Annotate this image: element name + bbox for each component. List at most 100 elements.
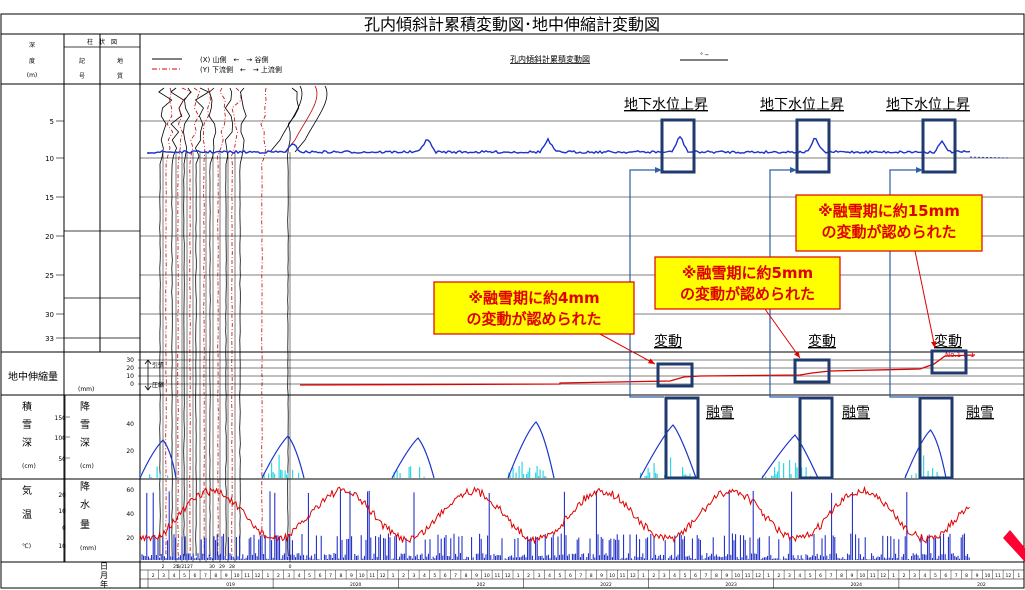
month-cell: 9 [725, 573, 728, 579]
snowfall-bar [932, 468, 934, 478]
ext-direction-arrow-icon [144, 359, 152, 391]
month-cell: 6 [944, 573, 947, 579]
month-row-label: 月 [100, 571, 108, 580]
snow-left-tick: 100 [55, 435, 67, 442]
snowfall-bar [544, 476, 546, 478]
snowfall-bar [911, 475, 913, 478]
profile-curve [165, 87, 174, 557]
snow-right-label: 雪 [80, 419, 90, 431]
profile-curve [183, 87, 192, 557]
depth-header-2: 度 [29, 57, 35, 65]
year-cell: 202 [977, 582, 986, 588]
month-cell: 9 [350, 573, 353, 579]
month-cell: 5 [934, 573, 937, 579]
month-cell: 5 [183, 573, 186, 579]
snowfall-bar [656, 473, 658, 478]
callout-arrow-icon [794, 351, 800, 358]
month-cell: 9 [850, 573, 853, 579]
month-cell: 1 [892, 573, 895, 579]
year-row-label: 年 [100, 579, 108, 589]
snow-right-label: (cm) [80, 463, 94, 470]
day-mark: 27 [187, 564, 193, 570]
month-cell: 2 [277, 573, 280, 579]
month-cell: 12 [380, 573, 386, 579]
month-cell: 2 [652, 573, 655, 579]
snow-left-tick: 150 [55, 415, 67, 422]
gw-rise-box [795, 118, 831, 174]
column-header: 柱 状 図 [87, 38, 117, 46]
snowfall-bar [783, 463, 785, 478]
snowfall-bar [538, 476, 540, 478]
gw-rise-label: 地下水位上昇 [886, 97, 970, 113]
depth-header-1: 深 [29, 41, 35, 49]
snowfall-bar [653, 463, 655, 478]
snowfall-bar [795, 462, 797, 478]
month-cell: 1 [392, 573, 395, 579]
snowfall-bar [523, 474, 525, 478]
connector-line [889, 169, 921, 398]
month-cell: 7 [454, 573, 457, 579]
depth-tick-label: 15 [45, 194, 54, 202]
month-cell: 12 [505, 573, 511, 579]
profile-curve [194, 87, 210, 556]
month-cell: 12 [1006, 573, 1012, 579]
profile-curve [208, 87, 217, 557]
gw-rise-box [921, 118, 957, 174]
arrow-head-icon [916, 167, 923, 173]
snow-left-label: 積 [22, 400, 32, 413]
month-cell: 9 [600, 573, 603, 579]
snowfall-bar [683, 474, 685, 478]
callout-line1: ※融雪期に約5mm [682, 264, 813, 282]
snowfall-bar [647, 467, 649, 478]
snowfall-bar [419, 467, 421, 478]
month-cell: 4 [923, 573, 926, 579]
profile-curve [260, 87, 267, 557]
ext-end-label: No.1 8 1 [945, 351, 974, 359]
month-cell: 2 [777, 573, 780, 579]
year-cell: 2020 [350, 582, 362, 588]
change-label: 変動 [654, 333, 682, 350]
corner-marker [1003, 530, 1025, 562]
temp-right-tick: 40 [126, 511, 134, 518]
month-cell: 8 [465, 573, 468, 579]
snowfall-bar [526, 473, 528, 478]
snowfall-bar [689, 473, 691, 478]
snowfall-bar [915, 473, 917, 478]
year-cell: 2022 [600, 582, 612, 588]
snowfall-bar [521, 461, 523, 478]
month-cell: 10 [359, 573, 365, 579]
month-cell: 7 [579, 573, 582, 579]
profile-curve [203, 87, 211, 556]
change-box [930, 349, 968, 375]
snowfall-bar [423, 476, 425, 478]
callout-line2: の変動が認められた [466, 310, 601, 328]
arrow-head-icon [655, 167, 662, 173]
snowfall-bar [408, 467, 410, 478]
groundwater-level-line [147, 135, 971, 155]
snowfall-bar [280, 469, 282, 478]
page-title: 孔内傾斜計累積変動図･地中伸縮計変動図 [364, 15, 660, 34]
snowfall-bar [685, 474, 687, 478]
snowmelt-label: 融雪 [842, 405, 870, 421]
callout-line2: の変動が認められた [680, 285, 815, 303]
month-cell: 1 [266, 573, 269, 579]
snowfall-bar [644, 476, 646, 478]
month-cell: 5 [809, 573, 812, 579]
profile-curve [224, 87, 234, 557]
record-label-1: 記 [79, 57, 85, 65]
temp-right-label: 量 [80, 519, 90, 531]
snowfall-bar [167, 475, 169, 478]
month-cell: 9 [976, 573, 979, 579]
day-mark: 25 [173, 564, 179, 570]
month-cell: 10 [734, 573, 740, 579]
month-cell: 11 [244, 573, 250, 579]
month-cell: 8 [339, 573, 342, 579]
scale-label: ° ─ [700, 52, 709, 59]
temp-left-tick: 0 [62, 525, 66, 532]
callout-pointer [599, 333, 656, 365]
month-cell: 12 [880, 573, 886, 579]
month-cell: 3 [913, 573, 916, 579]
year-cell: 202 [477, 582, 486, 588]
snowfall-bar [284, 470, 286, 478]
temp-right-label: 降 [80, 480, 90, 493]
